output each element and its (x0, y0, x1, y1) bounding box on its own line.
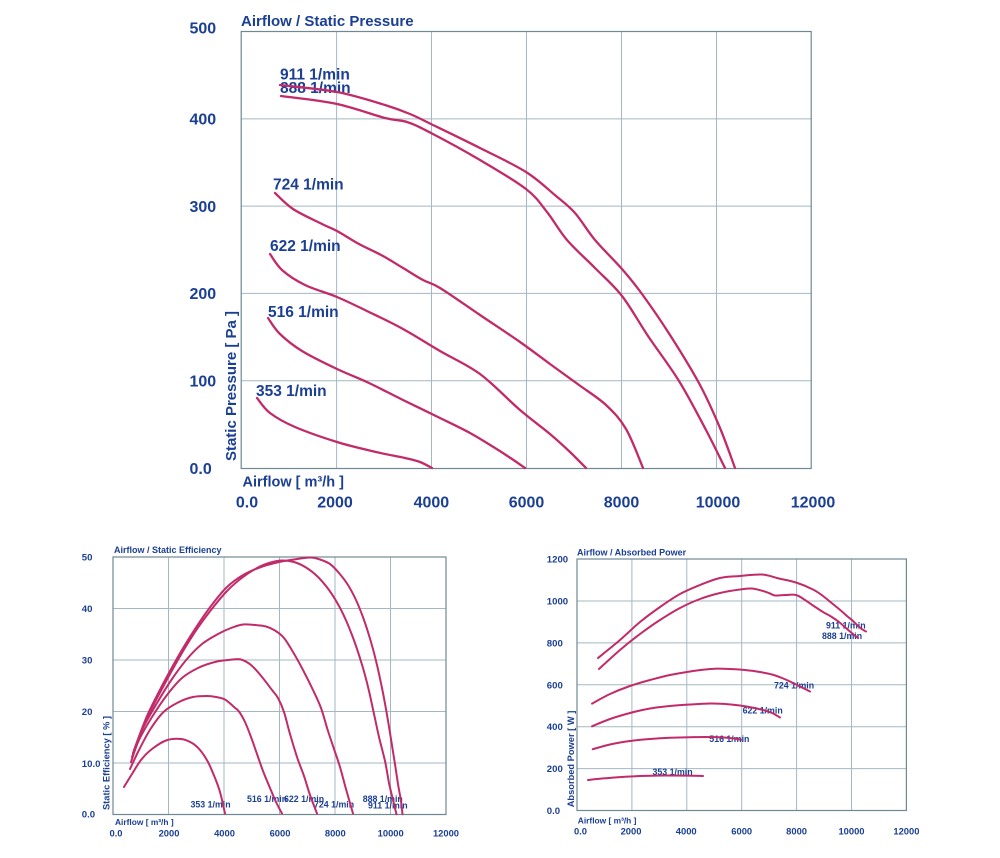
svg-text:0.0: 0.0 (574, 825, 587, 836)
svg-text:300: 300 (190, 199, 217, 216)
svg-text:12000: 12000 (893, 825, 919, 836)
svg-text:1200: 1200 (547, 555, 568, 566)
svg-text:911 1/min: 911 1/min (368, 801, 408, 811)
svg-text:6000: 6000 (509, 494, 545, 511)
svg-text:0.0: 0.0 (82, 810, 95, 821)
svg-text:4000: 4000 (676, 825, 697, 836)
svg-text:600: 600 (547, 680, 563, 691)
svg-text:2000: 2000 (621, 825, 642, 836)
svg-text:Airflow / Static Efficiency: Airflow / Static Efficiency (114, 545, 222, 555)
svg-text:40: 40 (82, 604, 93, 615)
svg-text:6000: 6000 (270, 828, 291, 839)
svg-text:0.0: 0.0 (109, 828, 122, 839)
svg-text:0.0: 0.0 (190, 461, 212, 478)
svg-text:10000: 10000 (378, 828, 404, 839)
svg-text:200: 200 (547, 764, 563, 775)
svg-text:724 1/min: 724 1/min (774, 681, 814, 691)
svg-text:724 1/min: 724 1/min (273, 177, 344, 194)
svg-text:Static Pressure [ Pa ]: Static Pressure [ Pa ] (223, 311, 240, 461)
svg-text:4000: 4000 (214, 828, 235, 839)
svg-text:12000: 12000 (791, 494, 836, 511)
svg-text:Airflow / Static Pressure: Airflow / Static Pressure (241, 13, 414, 30)
svg-text:516 1/min: 516 1/min (247, 794, 287, 804)
svg-text:200: 200 (190, 286, 217, 303)
svg-text:400: 400 (547, 722, 563, 733)
svg-text:12000: 12000 (433, 828, 459, 839)
svg-text:Airflow [ m³/h ]: Airflow [ m³/h ] (115, 817, 174, 827)
svg-text:0.0: 0.0 (236, 494, 258, 511)
svg-text:Airflow [ m³/h ]: Airflow [ m³/h ] (243, 474, 345, 490)
svg-text:20: 20 (82, 707, 93, 718)
svg-text:30: 30 (82, 656, 93, 667)
svg-text:400: 400 (190, 112, 217, 129)
svg-text:888 1/min: 888 1/min (363, 794, 403, 804)
svg-text:2000: 2000 (159, 828, 180, 839)
svg-text:50: 50 (82, 552, 93, 563)
svg-text:10000: 10000 (696, 494, 741, 511)
svg-text:911 1/min: 911 1/min (280, 67, 350, 84)
svg-text:Airflow [ m³/h ]: Airflow [ m³/h ] (578, 816, 637, 826)
svg-text:8000: 8000 (325, 828, 346, 839)
svg-text:622 1/min: 622 1/min (284, 794, 324, 804)
svg-text:100: 100 (190, 374, 217, 391)
svg-text:800: 800 (547, 638, 563, 649)
svg-text:888 1/min: 888 1/min (822, 631, 862, 641)
svg-text:8000: 8000 (604, 494, 640, 511)
svg-text:4000: 4000 (414, 494, 450, 511)
svg-text:516 1/min: 516 1/min (268, 304, 339, 321)
svg-text:353 1/min: 353 1/min (256, 383, 327, 400)
svg-text:Static Efficiency [ % ]: Static Efficiency [ % ] (102, 716, 112, 810)
svg-text:724 1/min: 724 1/min (314, 800, 354, 810)
svg-text:500: 500 (190, 21, 217, 38)
svg-text:8000: 8000 (786, 825, 807, 836)
svg-text:Absorbed Power [ W ]: Absorbed Power [ W ] (566, 711, 576, 808)
svg-text:622 1/min: 622 1/min (270, 238, 341, 255)
svg-text:353 1/min: 353 1/min (653, 767, 693, 777)
svg-text:1000: 1000 (547, 597, 568, 608)
svg-text:911 1/min: 911 1/min (826, 621, 866, 631)
svg-text:Airflow / Absorbed Power: Airflow / Absorbed Power (577, 548, 687, 558)
svg-text:6000: 6000 (731, 825, 752, 836)
svg-text:2000: 2000 (317, 494, 353, 511)
svg-text:10000: 10000 (838, 825, 864, 836)
svg-text:353 1/min: 353 1/min (191, 800, 231, 810)
svg-text:10.0: 10.0 (82, 759, 101, 770)
svg-text:0.0: 0.0 (547, 806, 560, 817)
